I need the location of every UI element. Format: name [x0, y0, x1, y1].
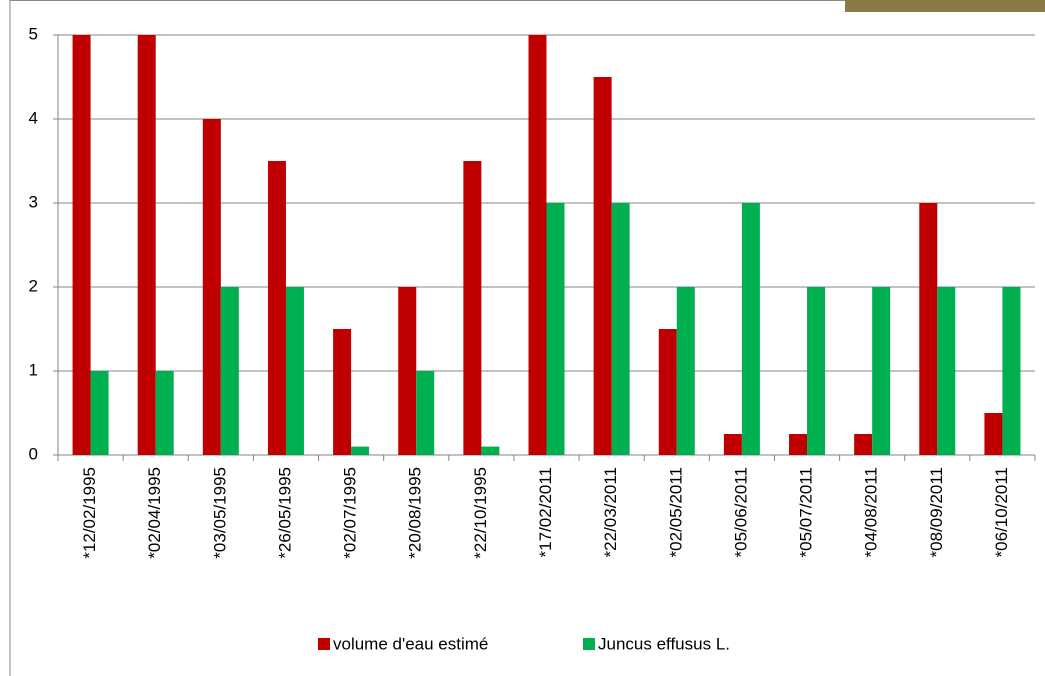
x-tick-label: *26/05/1995	[275, 467, 294, 559]
bar	[612, 203, 630, 455]
x-tick-label: *20/08/1995	[406, 467, 425, 559]
x-tick-label: *02/04/1995	[145, 467, 164, 559]
bar	[156, 371, 174, 455]
y-tick-label: 4	[29, 108, 38, 127]
y-tick-label: 1	[29, 360, 38, 379]
bar	[594, 77, 612, 455]
bar	[854, 434, 872, 455]
chart: 0 1 2 3 4 5 *12/02/1995 *02/04/1995 *03/05/1995 *…	[0, 0, 1045, 676]
legend-label: volume d'eau estimé	[333, 634, 488, 653]
bar	[138, 35, 156, 455]
bar	[203, 119, 221, 455]
y-tick-label: 2	[29, 276, 38, 295]
bar	[1002, 287, 1020, 455]
bar	[984, 413, 1002, 455]
x-tick-label: *17/02/2011	[536, 467, 555, 557]
bar	[268, 161, 286, 455]
x-tick-label: *05/06/2011	[731, 467, 750, 557]
y-tick-label: 5	[29, 24, 38, 43]
bar	[286, 287, 304, 455]
bar	[724, 434, 742, 455]
x-tick-label: *02/07/1995	[341, 467, 360, 559]
x-tick-label: *06/10/2011	[992, 467, 1011, 557]
bar	[742, 203, 760, 455]
bar	[416, 371, 434, 455]
bar	[333, 329, 351, 455]
bar	[789, 434, 807, 455]
legend-swatch	[583, 638, 595, 650]
bar	[73, 35, 91, 455]
x-tick-label: *22/10/1995	[471, 467, 490, 559]
bar	[91, 371, 109, 455]
x-tick-label: *04/08/2011	[862, 467, 881, 557]
x-tick-label: *05/07/2011	[797, 467, 816, 557]
x-tick-label: *12/02/1995	[80, 467, 99, 559]
bar	[398, 287, 416, 455]
bar	[529, 35, 547, 455]
bar	[463, 161, 481, 455]
bar	[351, 447, 369, 455]
bar	[481, 447, 499, 455]
bar	[872, 287, 890, 455]
x-tick-label: *22/03/2011	[601, 467, 620, 557]
x-tick-label: *03/05/1995	[210, 467, 229, 559]
page: 0 1 2 3 4 5 *12/02/1995 *02/04/1995 *03/05/1995 *…	[0, 0, 1045, 676]
x-tick-label: *08/09/2011	[927, 467, 946, 557]
legend-swatch	[318, 638, 330, 650]
bar	[221, 287, 239, 455]
x-tick-label: *02/05/2011	[666, 467, 685, 557]
bar	[677, 287, 695, 455]
y-tick-label: 3	[29, 192, 38, 211]
bar	[919, 203, 937, 455]
background-image-edge	[845, 0, 1045, 12]
bar	[547, 203, 565, 455]
bar	[937, 287, 955, 455]
bar	[659, 329, 677, 455]
bar	[807, 287, 825, 455]
legend-label: Juncus effusus L.	[598, 634, 730, 653]
y-tick-label: 0	[29, 444, 38, 463]
